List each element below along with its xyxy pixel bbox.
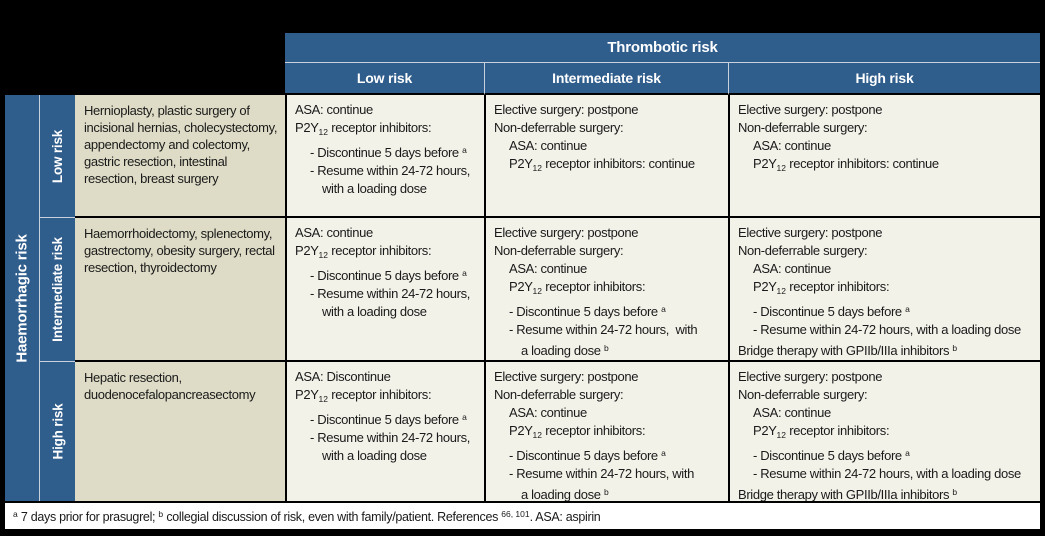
cell-text-line: - Discontinue 5 days before a: [509, 448, 666, 463]
cell-text-line: Elective surgery: postpone: [494, 369, 639, 384]
cell-text-line: ASA: Discontinue: [295, 369, 391, 384]
cell-haemhigh-thrombhigh: Elective surgery: postpone Non-deferrable…: [728, 362, 1040, 501]
cell-text-line: ASA: continue: [295, 102, 373, 117]
cell-text-line: P2Y12 receptor inhibitors:: [753, 279, 890, 296]
cell-text-line: ASA: continue: [753, 261, 831, 276]
cell-text-line: Elective surgery: postpone: [494, 225, 639, 240]
cell-text-line: - Resume within 24-72 hours,: [310, 430, 471, 445]
cell-haemintermediate-thromblow: ASA: continue P2Y12 receptor inhibitors: -…: [285, 218, 484, 362]
cell-text-line: Elective surgery: postpone: [738, 369, 883, 384]
cell-text-line: - Discontinue 5 days before a: [753, 304, 910, 319]
cell-text-line: - Resume within 24-72 hours, with a load…: [753, 466, 1021, 481]
cell-text-line: Elective surgery: postpone: [494, 102, 639, 117]
cell-text-line: Elective surgery: postpone: [738, 102, 883, 117]
cell-haemhigh-thrombintermediate: Elective surgery: postpone Non-deferrable…: [484, 362, 728, 501]
row-label-intermediate-risk: Intermediate risk: [50, 237, 65, 342]
cell-text-line: - Discontinue 5 days before a: [753, 448, 910, 463]
cell-text-line: a loading dose b: [521, 343, 609, 358]
cell-haemlow-thrombintermediate: Elective surgery: postpone Non-deferrable…: [484, 95, 728, 218]
surgery-description-low: Hernioplasty, plastic surgery of incisio…: [75, 95, 285, 218]
cell-text-line: ASA: continue: [753, 138, 831, 153]
cell-text-line: - Discontinue 5 days before a: [509, 304, 666, 319]
col-header-intermediate-risk: Intermediate risk: [484, 62, 728, 95]
cell-text-line: P2Y12 receptor inhibitors:: [295, 243, 432, 260]
cell-text-line: ASA: continue: [509, 405, 587, 420]
cell-text-line: Bridge therapy with GPIIb/IIIa inhibitor…: [738, 487, 958, 501]
col-header-low-risk: Low risk: [285, 62, 484, 95]
footnote-bar: a 7 days prior for prasugrel; b collegia…: [5, 501, 1040, 529]
thrombotic-risk-header: Thrombotic risk: [285, 33, 1040, 62]
cell-text-line: with a loading dose: [322, 448, 427, 463]
cell-text-line: - Resume within 24-72 hours,: [310, 286, 471, 301]
cell-text-line: - Resume within 24-72 hours, with: [509, 466, 694, 481]
cell-text-line: P2Y12 receptor inhibitors:: [295, 387, 432, 404]
cell-text-line: Bridge therapy with GPIIb/IIIa inhibitor…: [738, 343, 958, 358]
cell-text-line: Non-deferrable surgery:: [738, 387, 868, 402]
row-header-intermediate-risk: Intermediate risk: [40, 218, 75, 362]
cell-haemlow-thromblow: ASA: continue P2Y12 receptor inhibitors: -…: [285, 95, 484, 218]
footnote-text: a 7 days prior for prasugrel; b collegia…: [13, 508, 601, 524]
cell-text-line: P2Y12 receptor inhibitors:: [509, 279, 646, 296]
cell-haemlow-thrombhigh: Elective surgery: postpone Non-deferrable…: [728, 95, 1040, 218]
row-header-high-risk: High risk: [40, 362, 75, 501]
cell-haemhigh-thromblow: ASA: Discontinue P2Y12 receptor inhibitor…: [285, 362, 484, 501]
cell-text-line: P2Y12 receptor inhibitors: continue: [509, 156, 695, 173]
cell-text-line: - Discontinue 5 days before a: [310, 268, 467, 283]
cell-text-line: P2Y12 receptor inhibitors:: [509, 423, 646, 440]
cell-text-line: - Discontinue 5 days before a: [310, 145, 467, 160]
cell-text-line: P2Y12 receptor inhibitors:: [753, 423, 890, 440]
cell-text-line: with a loading dose: [322, 304, 427, 319]
cell-text-line: Elective surgery: postpone: [738, 225, 883, 240]
row-label-high-risk: High risk: [50, 403, 65, 460]
haemorrhagic-risk-header: Haemorrhagic risk: [5, 95, 40, 501]
cell-text-line: P2Y12 receptor inhibitors:: [295, 120, 432, 137]
cell-haemintermediate-thrombhigh: Elective surgery: postpone Non-deferrable…: [728, 218, 1040, 362]
row-label-low-risk: Low risk: [50, 129, 66, 183]
cell-text-line: - Discontinue 5 days before a: [310, 412, 467, 427]
cell-text-line: Non-deferrable surgery:: [494, 387, 624, 402]
cell-text-line: Non-deferrable surgery:: [494, 120, 624, 135]
risk-table-grid: Thrombotic risk Low risk Intermediate ri…: [5, 33, 1040, 529]
cell-text-line: Non-deferrable surgery:: [738, 243, 868, 258]
cell-text-line: a loading dose b: [521, 487, 609, 501]
cell-text-line: Non-deferrable surgery:: [738, 120, 868, 135]
cell-text-line: with a loading dose: [322, 181, 427, 196]
surgery-description-high: Hepatic resection, duodenocefalopancreas…: [75, 362, 285, 501]
cell-text-line: - Resume within 24-72 hours, with a load…: [753, 322, 1021, 337]
row-header-low-risk: Low risk: [40, 95, 75, 218]
cell-text-line: - Resume within 24-72 hours,: [310, 163, 471, 178]
col-header-high-risk: High risk: [728, 62, 1040, 95]
cell-text-line: ASA: continue: [509, 138, 587, 153]
cell-haemintermediate-thrombintermediate: Elective surgery: postpone Non-deferrable…: [484, 218, 728, 362]
cell-text-line: - Resume within 24-72 hours, with: [509, 322, 698, 337]
haemorrhagic-risk-label: Haemorrhagic risk: [13, 233, 31, 363]
cell-text-line: Non-deferrable surgery:: [494, 243, 624, 258]
cell-text-line: ASA: continue: [295, 225, 373, 240]
cell-text-line: P2Y12 receptor inhibitors: continue: [753, 156, 939, 173]
cell-text-line: ASA: continue: [509, 261, 587, 276]
cell-text-line: ASA: continue: [753, 405, 831, 420]
surgery-description-intermediate: Haemorrhoidectomy, splenectomy, gastrect…: [75, 218, 285, 362]
